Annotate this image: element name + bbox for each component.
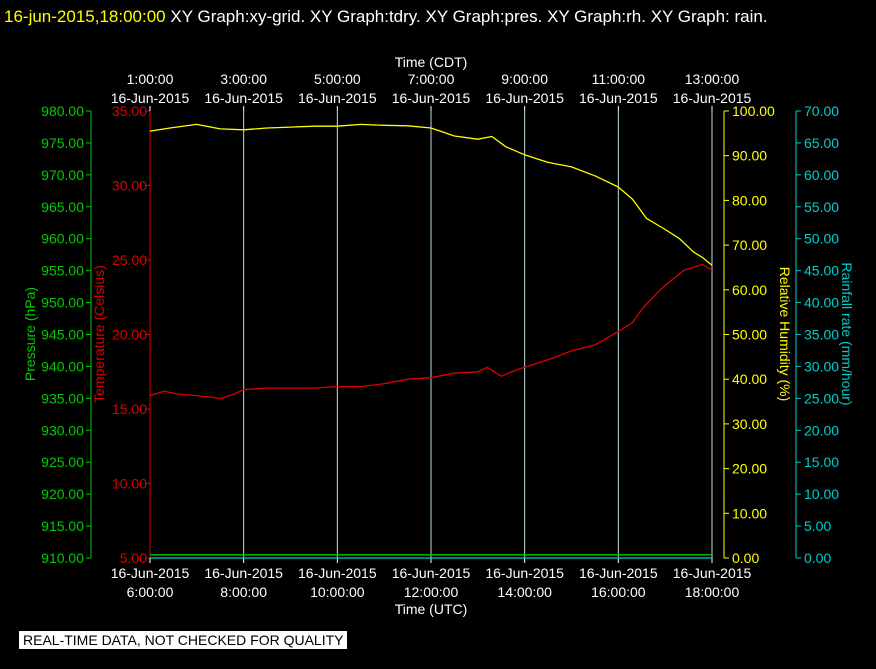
- series-line-tdry: [149, 263, 713, 400]
- humidity-axis-title: Relative Humidity (%): [777, 267, 793, 402]
- humidity-tick-label: 10.00: [732, 505, 767, 521]
- temperature-tick-label: 10.00: [112, 476, 147, 492]
- pressure-tick-label: 955.00: [41, 263, 84, 279]
- series-lines: [149, 123, 713, 559]
- bottom-tick-date: 16-Jun-2015: [579, 565, 658, 581]
- bottom-tick-date: 16-Jun-2015: [485, 565, 564, 581]
- pressure-tick-label: 965.00: [41, 199, 84, 215]
- pressure-tick-label: 960.00: [41, 231, 84, 247]
- humidity-tick-label: 40.00: [732, 371, 767, 387]
- humidity-tick-label: 0.00: [732, 550, 759, 566]
- pressure-tick-label: 940.00: [41, 358, 84, 374]
- rainfall-tick-label: 70.00: [804, 103, 839, 119]
- temperature-tick-label: 25.00: [112, 252, 147, 268]
- humidity-tick-label: 30.00: [732, 416, 767, 432]
- pressure-tick-label: 930.00: [41, 422, 84, 438]
- top-tick-time: 9:00:00: [501, 71, 548, 87]
- bottom-tick-date: 16-Jun-2015: [392, 565, 471, 581]
- rainfall-tick-label: 25.00: [804, 390, 839, 406]
- top-tick-date: 16-Jun-2015: [392, 90, 471, 106]
- axis-labels: Time (CDT) 1:00:00 16-Jun-2015 3:00:00 16-Ju…: [22, 54, 855, 617]
- pressure-tick-label: 935.00: [41, 390, 84, 406]
- rainfall-tick-label: 30.00: [804, 358, 839, 374]
- bottom-axis-label: Time (UTC): [395, 601, 468, 617]
- bottom-tick-date: 16-Jun-2015: [673, 565, 752, 581]
- pressure-tick-label: 950.00: [41, 295, 84, 311]
- temperature-tick-label: 15.00: [112, 401, 147, 417]
- humidity-tick-label: 90.00: [732, 148, 767, 164]
- pressure-tick-label: 915.00: [41, 518, 84, 534]
- axes: 910.00 915.00 920.00 925.00 930.00 935.00 940.…: [41, 103, 839, 566]
- top-tick-time: 3:00:00: [220, 71, 267, 87]
- humidity-tick-label: 80.00: [732, 192, 767, 208]
- pressure-tick-label: 980.00: [41, 103, 84, 119]
- bottom-tick-time: 14:00:00: [497, 584, 552, 600]
- top-tick-date: 16-Jun-2015: [579, 90, 658, 106]
- pressure-tick-label: 910.00: [41, 550, 84, 566]
- top-tick-date: 16-Jun-2015: [298, 90, 377, 106]
- top-tick-time: 1:00:00: [127, 71, 174, 87]
- rainfall-tick-label: 50.00: [804, 231, 839, 247]
- graph-names: XY Graph:xy-grid. XY Graph:tdry. XY Grap…: [170, 7, 768, 26]
- temperature-tick-label: 5.00: [120, 550, 147, 566]
- pressure-tick-label: 945.00: [41, 327, 84, 343]
- temperature-axis-title: Temperature (Celsius): [91, 265, 107, 403]
- bottom-tick-date: 16-Jun-2015: [111, 565, 190, 581]
- rainfall-tick-label: 60.00: [804, 167, 839, 183]
- rainfall-tick-label: 35.00: [804, 327, 839, 343]
- pressure-tick-label: 925.00: [41, 454, 84, 470]
- bottom-tick-time: 10:00:00: [310, 584, 365, 600]
- rainfall-tick-label: 40.00: [804, 295, 839, 311]
- humidity-tick-label: 20.00: [732, 461, 767, 477]
- humidity-tick-label: 100.00: [732, 103, 775, 119]
- top-tick-time: 7:00:00: [408, 71, 455, 87]
- rainfall-tick-label: 55.00: [804, 199, 839, 215]
- grid-lines: [149, 111, 713, 558]
- humidity-tick-label: 70.00: [732, 237, 767, 253]
- bottom-tick-time: 18:00:00: [685, 584, 740, 600]
- quality-note: REAL-TIME DATA, NOT CHECKED FOR QUALITY: [19, 631, 348, 649]
- top-tick-date: 16-Jun-2015: [673, 90, 752, 106]
- rainfall-axis-title: Rainfall rate (mm/hour): [839, 262, 855, 405]
- rainfall-tick-label: 0.00: [804, 550, 831, 566]
- graph-title: 16-jun-2015,18:00:00 XY Graph:xy-grid. X…: [4, 2, 864, 31]
- rainfall-tick-label: 10.00: [804, 486, 839, 502]
- temperature-tick-label: 20.00: [112, 327, 147, 343]
- rainfall-tick-label: 45.00: [804, 263, 839, 279]
- top-tick-time: 13:00:00: [685, 71, 740, 87]
- temperature-tick-label: 30.00: [112, 178, 147, 194]
- top-tick-date: 16-Jun-2015: [111, 90, 190, 106]
- pressure-axis-title: Pressure (hPa): [22, 287, 38, 381]
- humidity-tick-label: 50.00: [732, 327, 767, 343]
- top-tick-time: 5:00:00: [314, 71, 361, 87]
- temperature-tick-label: 35.00: [112, 103, 147, 119]
- series-line-rh: [149, 123, 713, 266]
- timestamp: 16-jun-2015,18:00:00: [4, 7, 166, 26]
- top-tick-date: 16-Jun-2015: [204, 90, 283, 106]
- bottom-tick-time: 16:00:00: [591, 584, 646, 600]
- humidity-tick-label: 60.00: [732, 282, 767, 298]
- bottom-tick-date: 16-Jun-2015: [204, 565, 283, 581]
- top-tick-time: 11:00:00: [592, 71, 646, 87]
- bottom-tick-date: 16-Jun-2015: [298, 565, 377, 581]
- bottom-tick-time: 8:00:00: [220, 584, 267, 600]
- rainfall-tick-label: 20.00: [804, 422, 839, 438]
- pressure-tick-label: 920.00: [41, 486, 84, 502]
- pressure-tick-label: 975.00: [41, 135, 84, 151]
- rainfall-tick-label: 65.00: [804, 135, 839, 151]
- bottom-tick-time: 6:00:00: [127, 584, 174, 600]
- pressure-tick-label: 970.00: [41, 167, 84, 183]
- rainfall-tick-label: 5.00: [804, 518, 831, 534]
- bottom-tick-time: 12:00:00: [404, 584, 459, 600]
- top-tick-date: 16-Jun-2015: [485, 90, 564, 106]
- top-axis-label: Time (CDT): [395, 54, 468, 70]
- rainfall-tick-label: 15.00: [804, 454, 839, 470]
